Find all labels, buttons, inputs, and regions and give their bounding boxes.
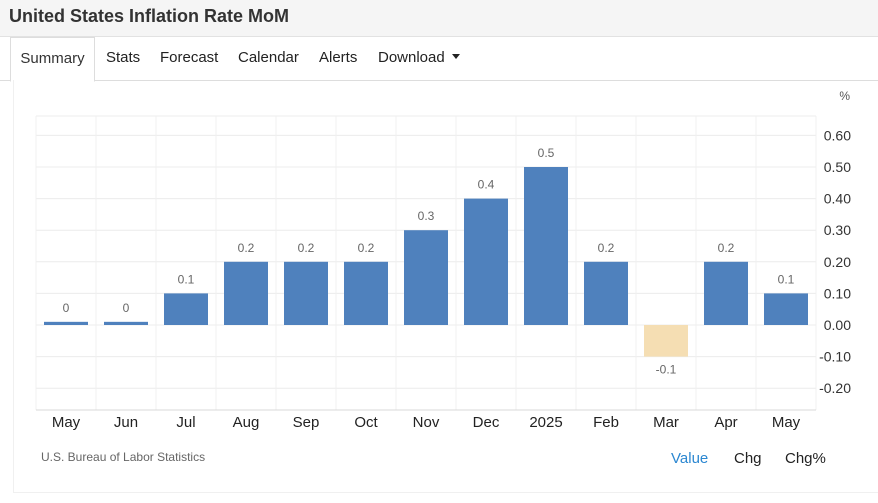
bar [464, 198, 508, 325]
y-tick-label: 0.00 [824, 317, 851, 333]
bar [704, 261, 748, 325]
x-tick-label: Apr [714, 414, 737, 431]
bar [224, 261, 268, 325]
x-tick-label: Dec [473, 414, 500, 431]
bar [764, 293, 808, 325]
bar [164, 293, 208, 325]
x-tick-label: Sep [293, 414, 320, 431]
bar-value-label: 0.2 [718, 241, 735, 255]
y-tick-label: 0.10 [824, 285, 851, 301]
x-tick-label: Oct [354, 414, 378, 431]
x-tick-label: Jun [114, 414, 138, 431]
bar-value-label: 0.4 [478, 178, 495, 192]
bar [404, 230, 448, 325]
bar-value-label: 0 [123, 301, 130, 315]
y-tick-label: 0.20 [824, 254, 851, 270]
x-tick-label: 2025 [529, 414, 562, 431]
bar [284, 261, 328, 325]
x-tick-label: Aug [233, 414, 260, 431]
x-tick-label: Jul [176, 414, 195, 431]
chart-value-labels: 0 0 0.1 0.2 0.2 0.2 0.3 0.4 0.5 0.2 -0.1 0.2 0.1 [63, 146, 795, 377]
bar-value-label: 0 [63, 301, 70, 315]
chart-y-tick-labels: 0.60 0.50 0.40 0.30 0.20 0.10 0.00 -0.10 -0.20 [819, 127, 851, 396]
tab-forecast[interactable]: Forecast [160, 49, 219, 66]
y-tick-label: -0.20 [819, 380, 851, 396]
y-tick-label: 0.50 [824, 159, 851, 175]
bar-value-label: 0.5 [538, 146, 555, 160]
bar-value-label: -0.1 [656, 363, 677, 377]
y-axis-unit-label: % [839, 89, 850, 103]
chart-bars [44, 167, 808, 357]
bar-value-label: 0.2 [298, 241, 315, 255]
caret-down-icon [451, 53, 460, 59]
view-option-chg-percent[interactable]: Chg% [785, 450, 826, 467]
bar [644, 325, 688, 357]
tab-download-label: Download [378, 49, 445, 66]
bar [44, 321, 88, 325]
chart-x-tick-labels: May Jun Jul Aug Sep Oct Nov Dec 2025 Feb Mar Apr May [52, 414, 801, 431]
chart-grid [35, 115, 817, 411]
tab-calendar[interactable]: Calendar [238, 49, 299, 66]
bar-value-label: 0.2 [238, 241, 255, 255]
bar [344, 261, 388, 325]
bar [584, 261, 628, 325]
view-option-chg[interactable]: Chg [734, 450, 762, 467]
bar-value-label: 0.3 [418, 209, 435, 223]
x-tick-label: Nov [413, 414, 440, 431]
y-tick-label: 0.30 [824, 222, 851, 238]
view-option-value[interactable]: Value [671, 450, 709, 467]
y-tick-label: 0.40 [824, 191, 851, 207]
bar [524, 167, 568, 325]
y-tick-label: -0.10 [819, 349, 851, 365]
bar-value-label: 0.2 [358, 241, 375, 255]
y-tick-label: 0.60 [824, 127, 851, 143]
page-header: United States Inflation Rate MoM [0, 0, 878, 37]
page-title: United States Inflation Rate MoM [9, 6, 290, 26]
x-tick-label: May [52, 414, 81, 431]
x-tick-label: Mar [653, 414, 679, 431]
bar [104, 321, 148, 325]
tab-stats[interactable]: Stats [106, 49, 141, 66]
bar-value-label: 0.1 [178, 272, 195, 286]
x-tick-label: May [772, 414, 801, 431]
x-tick-label: Feb [593, 414, 619, 431]
data-source: U.S. Bureau of Labor Statistics [41, 450, 206, 464]
chart-panel [13, 80, 878, 493]
bar-value-label: 0.2 [598, 241, 615, 255]
tab-alerts[interactable]: Alerts [319, 49, 358, 66]
tab-bar: Summary Stats Forecast Calendar Alerts D… [0, 37, 878, 82]
bar-value-label: 0.1 [778, 272, 795, 286]
tab-summary[interactable]: Summary [10, 37, 95, 82]
tab-download[interactable]: Download [378, 37, 460, 80]
